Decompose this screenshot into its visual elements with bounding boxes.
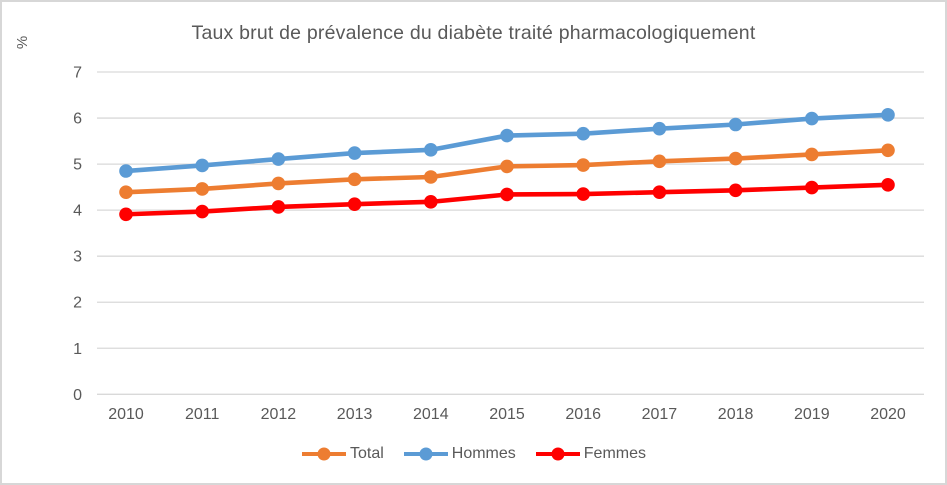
y-tick-label: 4 bbox=[73, 203, 82, 220]
data-point-total bbox=[500, 159, 514, 174]
legend-item-femmes: Femmes bbox=[535, 445, 646, 463]
data-point-total bbox=[652, 154, 667, 169]
data-point-femmes bbox=[652, 185, 667, 199]
data-point-hommes bbox=[500, 128, 514, 143]
data-point-total bbox=[728, 151, 743, 166]
x-tick-label: 2018 bbox=[718, 406, 754, 423]
legend-marker-hommes bbox=[403, 447, 448, 461]
data-point-hommes bbox=[652, 121, 667, 136]
data-point-total bbox=[881, 143, 895, 158]
data-point-femmes bbox=[424, 195, 438, 209]
x-tick-label: 2020 bbox=[870, 406, 906, 423]
data-point-total bbox=[424, 170, 438, 184]
data-point-hommes bbox=[576, 126, 590, 141]
x-tick-label: 2017 bbox=[642, 406, 678, 423]
data-point-femmes bbox=[119, 207, 133, 222]
legend: Total Hommes Femmes bbox=[2, 445, 945, 463]
data-point-hommes bbox=[805, 111, 819, 126]
data-point-total bbox=[576, 158, 590, 172]
y-tick-label: 1 bbox=[73, 341, 82, 358]
data-point-hommes bbox=[119, 164, 133, 178]
x-tick-label: 2010 bbox=[108, 406, 144, 423]
data-point-femmes bbox=[728, 183, 743, 198]
legend-label-total: Total bbox=[349, 445, 384, 462]
data-point-total bbox=[271, 176, 286, 191]
data-point-femmes bbox=[881, 178, 895, 192]
y-tick-label: 7 bbox=[73, 65, 82, 82]
y-tick-label: 0 bbox=[73, 387, 82, 404]
y-tick-label: 5 bbox=[73, 157, 82, 174]
legend-item-total: Total bbox=[301, 445, 384, 463]
chart-title: Taux brut de prévalence du diabète trait… bbox=[191, 22, 756, 44]
data-point-hommes bbox=[195, 158, 209, 173]
data-point-hommes bbox=[881, 108, 895, 122]
x-tick-label: 2013 bbox=[337, 406, 373, 423]
x-tick-label: 2014 bbox=[413, 406, 449, 423]
legend-item-hommes: Hommes bbox=[403, 445, 516, 463]
data-point-femmes bbox=[805, 180, 819, 195]
y-tick-label: 6 bbox=[73, 111, 82, 128]
legend-marker-total bbox=[301, 447, 346, 461]
data-point-femmes bbox=[195, 204, 209, 219]
data-point-total bbox=[195, 182, 209, 196]
x-tick-label: 2012 bbox=[261, 406, 297, 423]
legend-marker-femmes bbox=[535, 447, 580, 461]
x-tick-label: 2019 bbox=[794, 406, 830, 423]
data-point-femmes bbox=[500, 187, 514, 202]
legend-label-hommes: Hommes bbox=[451, 445, 516, 462]
x-tick-label: 2015 bbox=[489, 406, 525, 423]
data-point-hommes bbox=[271, 152, 286, 166]
data-point-femmes bbox=[347, 197, 362, 211]
y-tick-label: 3 bbox=[73, 249, 82, 266]
y-tick-label: 2 bbox=[73, 295, 82, 312]
x-tick-label: 2011 bbox=[185, 406, 220, 423]
data-point-total bbox=[119, 185, 133, 199]
legend-label-femmes: Femmes bbox=[583, 445, 647, 462]
data-point-hommes bbox=[347, 146, 362, 160]
data-point-femmes bbox=[576, 187, 590, 201]
data-point-total bbox=[805, 147, 819, 162]
data-point-femmes bbox=[271, 200, 286, 214]
data-point-total bbox=[347, 172, 362, 187]
data-point-hommes bbox=[728, 117, 743, 132]
data-point-hommes bbox=[424, 143, 438, 157]
x-tick-label: 2016 bbox=[565, 406, 601, 423]
